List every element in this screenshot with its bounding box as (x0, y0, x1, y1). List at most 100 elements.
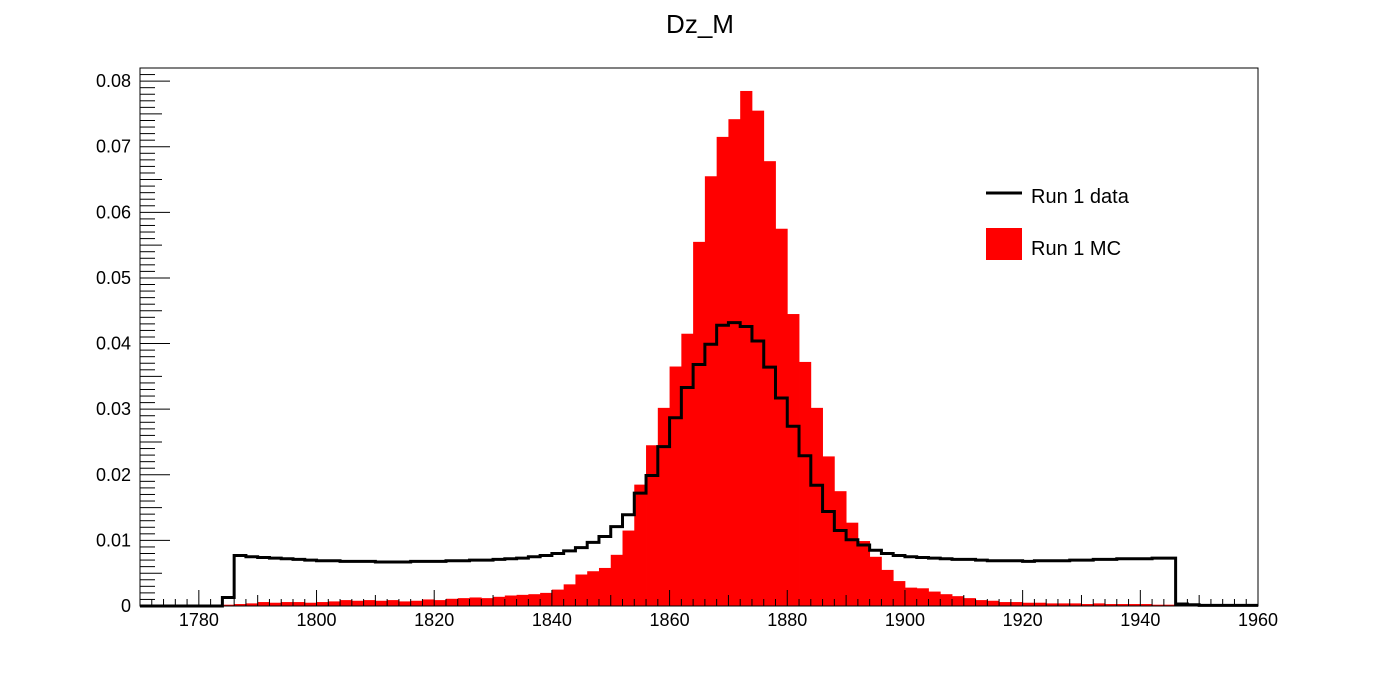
mc-bar (740, 90, 753, 606)
mc-bar (481, 598, 494, 606)
x-tick-label: 1860 (650, 610, 690, 630)
mc-bar (375, 600, 388, 606)
mc-bar (1081, 604, 1094, 606)
x-tick-label: 1880 (767, 610, 807, 630)
mc-bar (834, 491, 847, 606)
mc-bar (763, 161, 776, 607)
y-axis: 0 0.01 0.02 0.03 0.04 0.05 0.06 0.07 0.08 (96, 67, 170, 616)
mc-bar (292, 602, 306, 606)
y-tick-label: 0.06 (96, 202, 131, 222)
mc-bar (893, 581, 906, 606)
legend-label-data: Run 1 data (1031, 186, 1130, 208)
mc-bar (1034, 602, 1047, 606)
mc-bar (445, 598, 459, 606)
mc-bar (881, 569, 894, 606)
mc-bar (728, 119, 741, 607)
mc-bar (610, 554, 623, 606)
mc-bar (234, 604, 247, 606)
mc-bar (846, 522, 859, 606)
mc-bar (504, 595, 517, 606)
mc-bar (434, 600, 447, 606)
mc-bar (775, 228, 788, 607)
mc-bar (281, 602, 294, 606)
mc-bar (1069, 603, 1082, 606)
x-tick-label: 1800 (297, 610, 337, 630)
mc-bar (787, 314, 800, 606)
mc-bar (1057, 603, 1071, 606)
mc-bar (540, 592, 553, 606)
mc-bar (340, 600, 353, 606)
mc-bar (622, 530, 635, 606)
mc-bars (222, 90, 1177, 607)
legend: Run 1 data Run 1 MC (986, 186, 1130, 260)
mc-bar (928, 591, 941, 606)
mc-bar (316, 602, 329, 606)
x-tick-label: 1840 (532, 610, 572, 630)
mc-bar (257, 602, 270, 606)
y-tick-label: 0.05 (96, 268, 131, 288)
mc-bar (810, 407, 823, 606)
mc-bar (363, 600, 376, 606)
y-tick-label: 0.08 (96, 71, 131, 91)
legend-label-mc: Run 1 MC (1031, 238, 1121, 260)
mc-bar (1128, 604, 1141, 606)
mc-bar (1105, 604, 1118, 606)
mc-bar (822, 456, 835, 606)
mc-bar (328, 601, 341, 606)
mc-bar (1163, 604, 1177, 606)
y-tick-label: 0.01 (96, 530, 131, 550)
mc-bar (751, 110, 765, 607)
mc-bar (422, 599, 435, 606)
mc-bar (1010, 602, 1024, 606)
mc-bar (269, 602, 282, 606)
y-tick-label: 0 (121, 596, 131, 616)
mc-bar (634, 484, 647, 606)
mc-bar (575, 574, 588, 606)
mc-bar (398, 601, 412, 606)
mc-bar (693, 241, 706, 606)
mc-bar (598, 567, 612, 606)
mc-bar (999, 602, 1012, 606)
mc-bar (916, 588, 929, 606)
y-tick-label: 0.07 (96, 137, 131, 157)
mc-bar (457, 598, 470, 606)
data-step-path (140, 321, 1258, 608)
mc-bar (387, 600, 400, 606)
mc-bar (563, 584, 576, 606)
mc-bar (940, 594, 953, 606)
mc-bar (799, 361, 812, 606)
x-tick-label: 1820 (414, 610, 454, 630)
mc-bar (963, 598, 976, 606)
y-tick-label: 0.02 (96, 465, 131, 485)
mc-bar (904, 587, 918, 606)
mc-bar (1140, 604, 1153, 606)
y-tick-label: 0.03 (96, 399, 131, 419)
mc-bar (1022, 602, 1035, 606)
mc-bar (1046, 603, 1059, 606)
mc-bar (716, 136, 729, 606)
mc-bar (493, 596, 506, 606)
x-tick-label: 1900 (885, 610, 925, 630)
mc-bar (587, 571, 600, 606)
mc-bar (351, 600, 364, 606)
legend-marker-mc (986, 228, 1022, 260)
mc-bar (516, 594, 529, 606)
mc-bar (222, 604, 235, 606)
mc-bar (869, 556, 882, 606)
mc-bar (669, 366, 682, 606)
y-tick-label: 0.04 (96, 334, 131, 354)
x-tick-label: 1960 (1238, 610, 1278, 630)
mc-bar (245, 603, 259, 606)
mc-bar (551, 589, 565, 606)
mc-bar (304, 602, 317, 606)
mc-bar (646, 445, 659, 606)
mc-bar (657, 407, 670, 606)
mc-bar (469, 597, 482, 606)
mc-bar (857, 541, 871, 606)
chart-title: Dz_M (666, 9, 734, 39)
mc-bar (410, 600, 423, 606)
x-axis: 1780 1800 1820 1840 1860 1880 1900 1920 1940 1960 (139, 590, 1278, 630)
mc-bar (987, 600, 1000, 606)
mc-bar (1093, 603, 1106, 606)
